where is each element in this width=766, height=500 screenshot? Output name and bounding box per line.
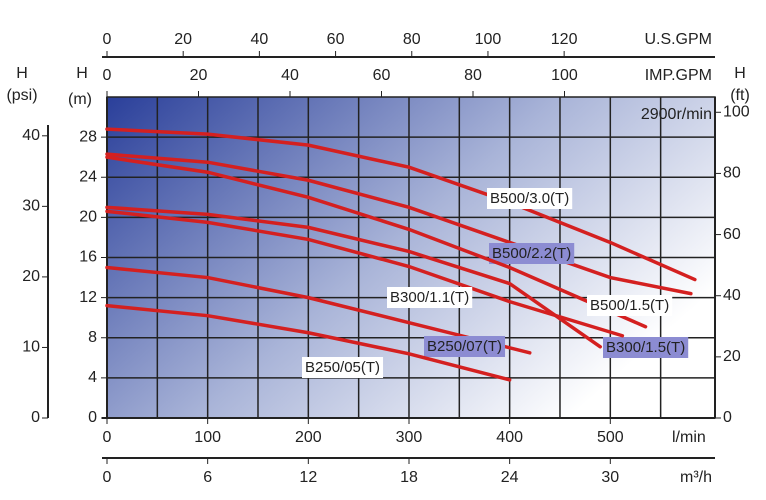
x-tick-label: 500 (597, 429, 624, 446)
secondary-y-tick-label: 0 (31, 409, 40, 426)
curve-label-bg (424, 336, 506, 357)
curve-label-bg (603, 337, 689, 358)
annotation: 2900r/min (641, 106, 712, 123)
curve-label-bg (387, 287, 473, 308)
secondary-x-tick-label: 0 (103, 67, 112, 84)
curve-label: B300/1.5(T) (606, 339, 685, 356)
secondary-y-tick-label: 30 (22, 198, 40, 215)
secondary-y-tick-label: 40 (22, 127, 40, 144)
secondary-x-tick-label: 80 (403, 31, 421, 48)
x-tick-label: 200 (295, 429, 322, 446)
secondary-x-tick-label: 20 (174, 31, 192, 48)
secondary-x-tick-label: 24 (501, 469, 519, 486)
secondary-x-tick-label: 40 (281, 67, 299, 84)
secondary-x-tick-label: 30 (601, 469, 619, 486)
secondary-y-tick-label: 10 (22, 339, 40, 356)
curve-label-group: B500/2.2(T) (489, 243, 575, 264)
y-tick-label: 12 (79, 289, 97, 306)
curve-label: B500/3.0(T) (490, 190, 569, 207)
curve-label-bg (489, 243, 575, 264)
y-axis-unit: (m) (68, 91, 92, 108)
y-tick-label: 0 (88, 409, 97, 426)
secondary-y-axis-label: H (16, 65, 28, 82)
secondary-y-tick-label: 60 (723, 226, 741, 243)
secondary-y-tick-label: 40 (723, 287, 741, 304)
curve-label: B250/07(T) (427, 338, 502, 355)
y-tick-label: 8 (88, 329, 97, 346)
secondary-y-axis-unit: (ft) (730, 87, 750, 104)
secondary-y-tick-label: 0 (723, 409, 732, 426)
curve-label-group: B500/3.0(T) (487, 188, 573, 209)
pump-curve (105, 209, 625, 338)
curve-label-bg (302, 357, 384, 378)
secondary-y-axis-unit: (psi) (6, 87, 37, 104)
curve-label-group: B300/1.5(T) (603, 337, 689, 358)
curve-label-group: B500/1.5(T) (587, 295, 673, 316)
y-tick-label: 16 (79, 249, 97, 266)
secondary-x-tick-label: 12 (299, 469, 317, 486)
x-tick-label: 0 (103, 429, 112, 446)
y-tick-label: 24 (79, 168, 97, 185)
pump-curve (105, 152, 693, 296)
pump-curve (105, 127, 697, 282)
curve-label-group: B250/05(T) (302, 357, 384, 378)
x-tick-label: 100 (194, 429, 221, 446)
curve-label-bg (587, 295, 673, 316)
y-axis-label: H (76, 65, 88, 82)
secondary-x-tick-label: 20 (190, 67, 208, 84)
secondary-x-tick-label: 0 (103, 469, 112, 486)
secondary-y-tick-label: 20 (723, 348, 741, 365)
secondary-x-axis-label: U.S.GPM (644, 31, 712, 48)
y-tick-label: 4 (88, 369, 97, 386)
secondary-y-axis-label: H (734, 65, 746, 82)
curve-label: B500/2.2(T) (492, 245, 571, 262)
secondary-y-tick-label: 100 (723, 104, 750, 121)
secondary-x-tick-label: 40 (250, 31, 268, 48)
secondary-x-tick-label: 0 (103, 31, 112, 48)
secondary-x-tick-label: 100 (551, 67, 578, 84)
pump-curve (105, 155, 648, 329)
curve-label: B300/1.1(T) (390, 289, 469, 306)
pump-curve (105, 265, 532, 355)
secondary-x-tick-label: 120 (551, 31, 578, 48)
secondary-y-tick-label: 20 (22, 268, 40, 285)
secondary-x-tick-label: 60 (327, 31, 345, 48)
x-axis-label: l/min (672, 429, 706, 446)
pump-curve (105, 205, 602, 349)
secondary-y-tick-label: 80 (723, 165, 741, 182)
x-tick-label: 300 (396, 429, 423, 446)
curve-label-group: B250/07(T) (424, 336, 506, 357)
secondary-x-tick-label: 6 (203, 469, 212, 486)
y-tick-label: 28 (79, 128, 97, 145)
curve-label-bg (487, 188, 573, 209)
secondary-x-axis-label: m³/h (680, 469, 712, 486)
secondary-x-tick-label: 60 (373, 67, 391, 84)
x-tick-label: 400 (496, 429, 523, 446)
curve-label-group: B300/1.1(T) (387, 287, 473, 308)
curve-label: B500/1.5(T) (590, 297, 669, 314)
secondary-x-tick-label: 80 (464, 67, 482, 84)
secondary-x-tick-label: 18 (400, 469, 418, 486)
curve-label: B250/05(T) (305, 359, 380, 376)
secondary-x-tick-label: 100 (475, 31, 502, 48)
y-tick-label: 20 (79, 209, 97, 226)
secondary-x-axis-label: IMP.GPM (645, 67, 712, 84)
pump-curve (105, 303, 512, 382)
